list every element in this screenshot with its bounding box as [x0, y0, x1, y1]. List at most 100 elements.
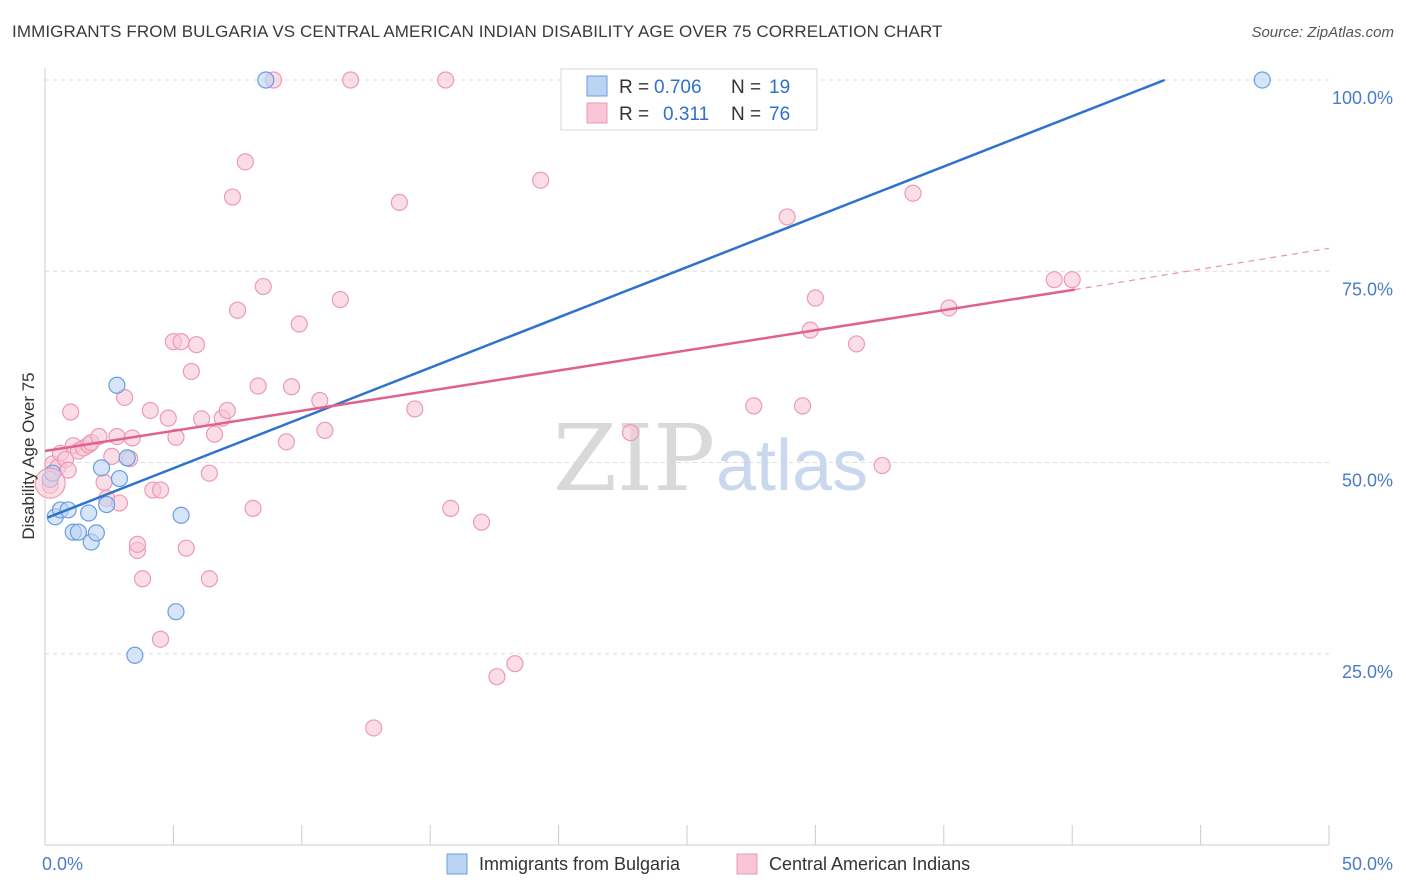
point-central-american-indian	[218, 401, 236, 420]
series-legend-swatch-blue	[446, 853, 468, 875]
series-legend: Immigrants from Bulgaria Central America…	[446, 853, 970, 875]
point-central-american-indian	[236, 153, 254, 171]
trend-layer	[44, 78, 1330, 519]
point-central-american-indian	[172, 333, 190, 351]
legend-n-label-2: N =	[731, 104, 761, 125]
correlation-legend: R = 0.706 N = 19 R = 0.311 N = 76	[560, 68, 818, 131]
point-central-american-indian	[187, 336, 206, 354]
trend-line-central-american-indian	[44, 288, 1075, 453]
point-bulgaria	[118, 449, 136, 467]
grid-layer	[45, 79, 1329, 655]
point-central-american-indian	[62, 403, 80, 421]
point-central-american-indian	[621, 424, 640, 442]
point-central-american-indian	[290, 315, 308, 333]
point-central-american-indian	[341, 71, 360, 89]
point-central-american-indian	[406, 400, 424, 418]
point-central-american-indian	[151, 630, 170, 648]
point-central-american-indian	[151, 481, 170, 499]
point-central-american-indian	[390, 193, 408, 211]
legend-r-value-1: 0.706	[654, 77, 702, 98]
watermark-zip: ZIP	[553, 405, 715, 512]
chart-title: IMMIGRANTS FROM BULGARIA VS CENTRAL AMER…	[12, 22, 943, 41]
point-central-american-indian	[128, 535, 147, 553]
points-layer	[34, 71, 1271, 737]
point-central-american-indian	[365, 719, 383, 737]
legend-n-value-1: 19	[769, 77, 790, 98]
point-central-american-indian	[108, 427, 126, 446]
chart-source: Source: ZipAtlas.com	[1251, 24, 1394, 41]
point-central-american-indian	[200, 464, 218, 482]
point-central-american-indian	[472, 513, 491, 531]
point-central-american-indian	[506, 655, 524, 673]
point-bulgaria	[69, 523, 87, 541]
point-central-american-indian	[182, 362, 200, 381]
point-central-american-indian	[249, 377, 267, 395]
point-bulgaria	[126, 646, 144, 664]
point-central-american-indian	[244, 499, 262, 517]
point-central-american-indian	[277, 433, 295, 451]
y-tick-label: 50.0%	[1342, 471, 1393, 491]
point-bulgaria	[172, 506, 190, 524]
legend-r-value-2: 0.311	[663, 104, 709, 125]
point-central-american-indian	[437, 71, 455, 89]
series-legend-label-blue: Immigrants from Bulgaria	[479, 854, 681, 874]
legend-swatch-blue	[586, 75, 608, 97]
point-central-american-indian	[200, 570, 218, 588]
point-central-american-indian	[442, 499, 460, 517]
point-bulgaria	[167, 603, 185, 621]
point-central-american-indian	[873, 456, 891, 475]
point-central-american-indian	[532, 171, 550, 189]
x-tick-label-max: 50.0%	[1342, 854, 1393, 874]
point-central-american-indian	[778, 208, 796, 226]
legend-r-label-2: R =	[619, 104, 649, 125]
legend-r-label-1: R =	[619, 77, 649, 98]
trend-line-bulgaria	[47, 78, 1166, 519]
legend-n-value-2: 76	[769, 104, 790, 125]
y-tick-label: 75.0%	[1342, 279, 1393, 299]
point-bulgaria	[257, 71, 275, 89]
point-central-american-indian	[133, 570, 152, 588]
point-central-american-indian	[806, 289, 825, 307]
point-central-american-indian	[177, 539, 195, 557]
y-tick-labels: 25.0% 50.0% 75.0% 100.0%	[1332, 88, 1393, 682]
point-central-american-indian	[141, 401, 159, 420]
point-central-american-indian	[331, 290, 349, 309]
point-central-american-indian	[254, 277, 272, 296]
point-central-american-indian	[488, 668, 506, 686]
point-central-american-indian	[159, 409, 177, 427]
y-tick-label: 100.0%	[1332, 88, 1393, 108]
point-central-american-indian	[116, 388, 134, 407]
point-cluster-large	[34, 467, 66, 499]
axis-layer	[44, 68, 1330, 846]
legend-swatch-pink	[586, 102, 608, 124]
point-central-american-indian	[95, 473, 113, 491]
point-bulgaria	[80, 504, 98, 522]
point-central-american-indian	[745, 397, 763, 415]
point-central-american-indian	[904, 184, 922, 202]
point-central-american-indian	[229, 301, 247, 319]
point-central-american-indian	[316, 421, 334, 439]
point-central-american-indian	[847, 335, 866, 353]
point-bulgaria	[98, 495, 116, 514]
point-central-american-indian	[793, 397, 812, 415]
point-central-american-indian	[205, 425, 224, 443]
point-bulgaria	[92, 459, 111, 477]
point-central-american-indian	[90, 427, 108, 446]
point-central-american-indian	[1045, 271, 1063, 289]
y-axis-label: Disability Age Over 75	[19, 372, 38, 539]
series-legend-label-pink: Central American Indians	[769, 854, 970, 874]
point-bulgaria	[110, 469, 129, 488]
series-legend-swatch-pink	[736, 853, 758, 875]
trend-line-extension	[1074, 247, 1330, 291]
point-bulgaria	[1253, 71, 1271, 89]
point-central-american-indian	[1063, 271, 1081, 289]
x-tick-label-min: 0.0%	[42, 854, 83, 874]
point-central-american-indian	[282, 378, 301, 396]
point-bulgaria	[87, 524, 105, 542]
watermark-atlas: atlas	[716, 426, 868, 506]
point-central-american-indian	[223, 188, 242, 206]
y-tick-label: 25.0%	[1342, 662, 1393, 682]
legend-n-label-1: N =	[731, 77, 761, 98]
point-bulgaria	[108, 376, 126, 394]
